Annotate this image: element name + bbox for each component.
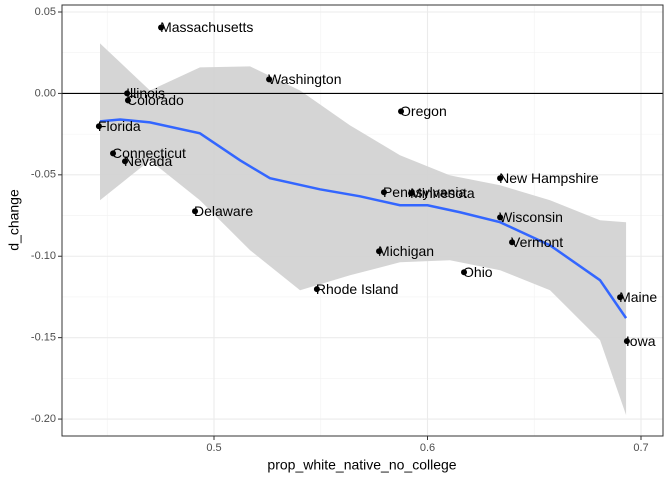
point bbox=[398, 108, 405, 115]
point bbox=[124, 97, 131, 104]
x-tick-label: 0.5 bbox=[206, 442, 221, 454]
x-tick-label: 0.6 bbox=[420, 442, 435, 454]
point-label: Oregon bbox=[400, 103, 447, 119]
point-label: Rhode Island bbox=[316, 281, 399, 297]
point-label: Maine bbox=[619, 289, 657, 305]
point-label: Connecticut bbox=[112, 145, 186, 161]
point-label: Delaware bbox=[194, 203, 253, 219]
point-label: Ohio bbox=[463, 264, 493, 280]
point bbox=[617, 294, 624, 301]
point bbox=[266, 76, 273, 83]
point bbox=[313, 286, 320, 293]
point-label: Nevada bbox=[124, 153, 172, 169]
smooth-line bbox=[99, 118, 628, 319]
point-label: Vermont bbox=[511, 234, 563, 250]
point bbox=[124, 90, 131, 97]
point-label: Wisconsin bbox=[499, 209, 563, 225]
point bbox=[95, 123, 102, 130]
point bbox=[110, 150, 117, 157]
point-label: Illinois bbox=[126, 85, 165, 101]
y-tick-label: 0.00 bbox=[35, 87, 56, 99]
point bbox=[408, 190, 415, 197]
point-label: Michigan bbox=[378, 243, 434, 259]
y-tick-label: 0.05 bbox=[35, 6, 56, 18]
y-tick-label: -0.10 bbox=[31, 250, 56, 262]
x-axis-title: prop_white_native_no_college bbox=[267, 457, 456, 473]
y-tick-label: -0.05 bbox=[31, 169, 56, 181]
point bbox=[192, 208, 199, 215]
point bbox=[461, 269, 468, 276]
x-tick-label: 0.7 bbox=[633, 442, 648, 454]
point-label: Iowa bbox=[626, 333, 656, 349]
point bbox=[380, 189, 387, 196]
confidence-band bbox=[100, 43, 627, 415]
point bbox=[158, 24, 165, 31]
point bbox=[121, 158, 128, 165]
point bbox=[497, 214, 504, 221]
y-axis-title: d_change bbox=[6, 189, 22, 251]
y-tick-label: -0.15 bbox=[31, 332, 56, 344]
point bbox=[509, 239, 516, 246]
point bbox=[623, 338, 630, 345]
point bbox=[497, 175, 504, 182]
point-label: Washington bbox=[268, 71, 341, 87]
point-label: Massachusetts bbox=[160, 19, 253, 35]
point-label: Florida bbox=[98, 118, 141, 134]
point-label: Minnesota bbox=[410, 185, 475, 201]
y-tick-label: -0.20 bbox=[31, 413, 56, 425]
point-label: Pennsylvania bbox=[383, 184, 466, 200]
point-label: Colorado bbox=[127, 92, 184, 108]
point bbox=[376, 248, 383, 255]
panel-border bbox=[61, 4, 664, 437]
point-label: New Hampshire bbox=[499, 170, 599, 186]
